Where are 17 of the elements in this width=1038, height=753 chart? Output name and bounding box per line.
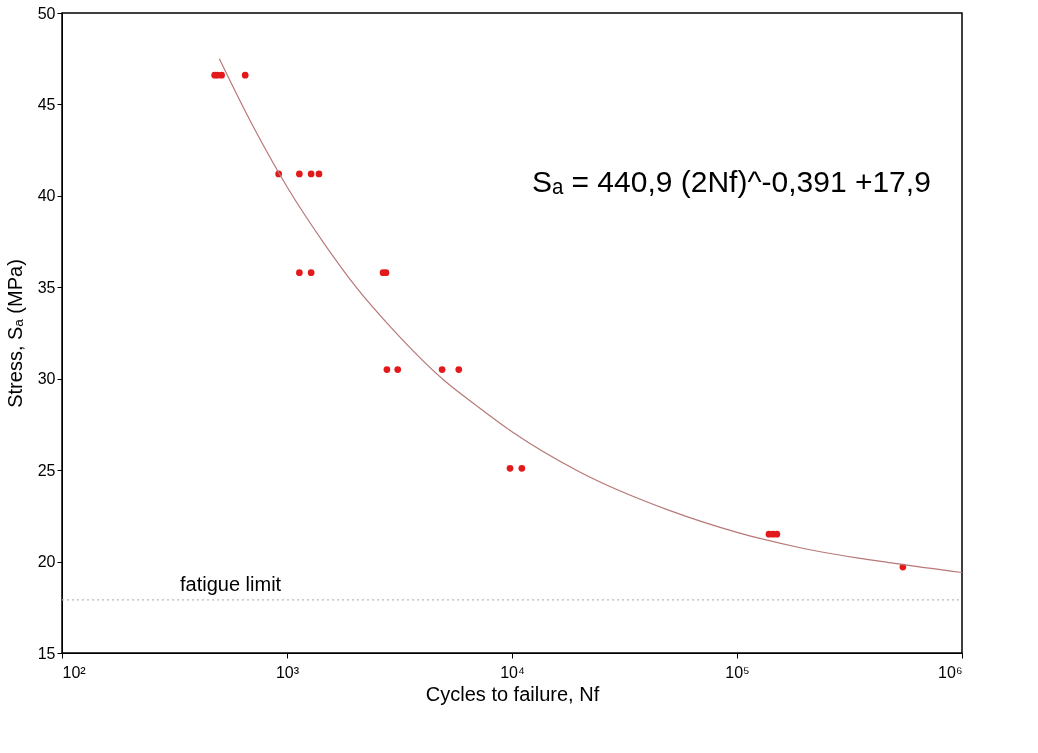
y-tick-label: 15 bbox=[37, 644, 56, 662]
y-tick-label: 45 bbox=[37, 95, 56, 113]
y-tick-label: 50 bbox=[37, 4, 56, 22]
y-axis-title: Stress, Sₐ (MPa) bbox=[3, 259, 26, 408]
x-axis-title: Cycles to failure, Nf bbox=[425, 682, 600, 705]
ref-line-label: fatigue limit bbox=[180, 572, 282, 595]
x-tick-label: 10² bbox=[62, 663, 87, 681]
annotation: Sₐ = 440,9 (2Nf)^-0,391 +17,9 bbox=[532, 165, 931, 198]
x-tick-label: 10⁴ bbox=[500, 663, 525, 681]
y-tick-label: 40 bbox=[37, 187, 56, 205]
y-tick-label: 35 bbox=[37, 278, 56, 296]
y-tick-label: 30 bbox=[37, 370, 56, 388]
x-tick-label: 10⁶ bbox=[938, 663, 963, 681]
y-tick-label: 20 bbox=[37, 553, 56, 571]
y-tick-label: 25 bbox=[37, 461, 56, 479]
x-tick-label: 10³ bbox=[275, 663, 300, 681]
x-tick-label: 10⁵ bbox=[725, 663, 750, 681]
